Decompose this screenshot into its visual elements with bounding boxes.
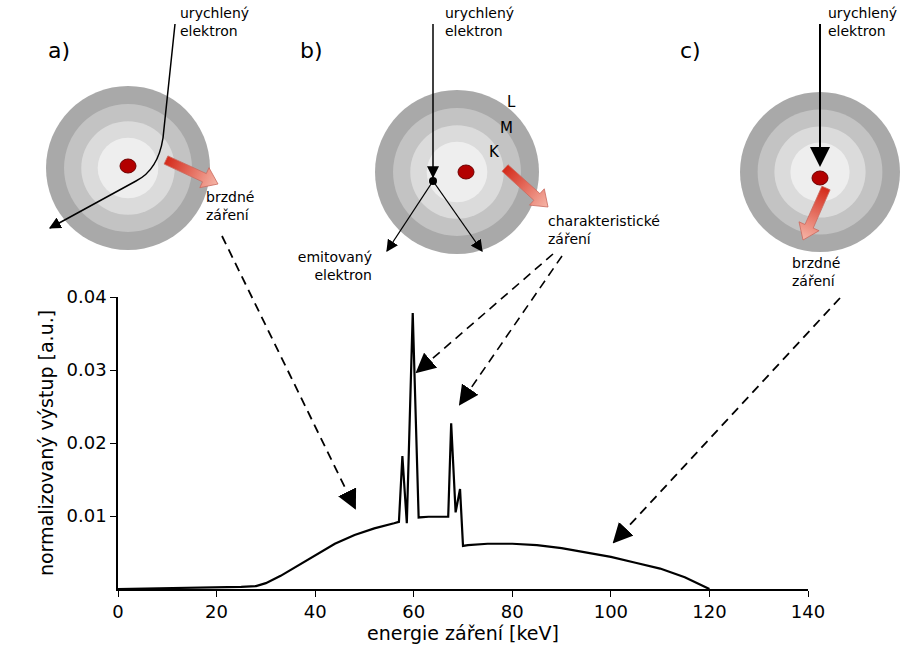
svg-text:140: 140	[791, 601, 825, 622]
svg-text:0: 0	[112, 601, 123, 622]
svg-text:M: M	[500, 119, 513, 137]
svg-text:urychlenýelektron: urychlenýelektron	[180, 5, 249, 39]
svg-text:L: L	[507, 93, 516, 111]
svg-text:charakteristickézáření: charakteristickézáření	[548, 213, 660, 247]
svg-text:40: 40	[304, 601, 327, 622]
svg-text:60: 60	[402, 601, 425, 622]
svg-text:emitovanýelektron: emitovanýelektron	[298, 249, 372, 283]
svg-text:normalizovaný výstup [a.u.]: normalizovaný výstup [a.u.]	[35, 310, 57, 576]
svg-text:b): b)	[300, 38, 323, 63]
svg-text:0.03: 0.03	[67, 359, 107, 380]
svg-text:80: 80	[501, 601, 524, 622]
svg-text:brzdnézáření: brzdnézáření	[206, 189, 254, 223]
svg-text:urychlenýelektron: urychlenýelektron	[828, 5, 897, 39]
svg-text:a): a)	[48, 38, 70, 63]
svg-text:0.01: 0.01	[67, 505, 107, 526]
svg-text:c): c)	[680, 38, 701, 63]
svg-text:urychlenýelektron: urychlenýelektron	[445, 5, 514, 39]
svg-text:0.02: 0.02	[67, 432, 107, 453]
svg-text:brzdnézáření: brzdnézáření	[792, 255, 840, 289]
svg-text:0.04: 0.04	[67, 286, 107, 307]
svg-text:20: 20	[205, 601, 228, 622]
svg-text:120: 120	[692, 601, 726, 622]
svg-text:100: 100	[594, 601, 628, 622]
svg-text:K: K	[489, 143, 500, 161]
svg-text:energie záření [keV]: energie záření [keV]	[367, 622, 559, 644]
